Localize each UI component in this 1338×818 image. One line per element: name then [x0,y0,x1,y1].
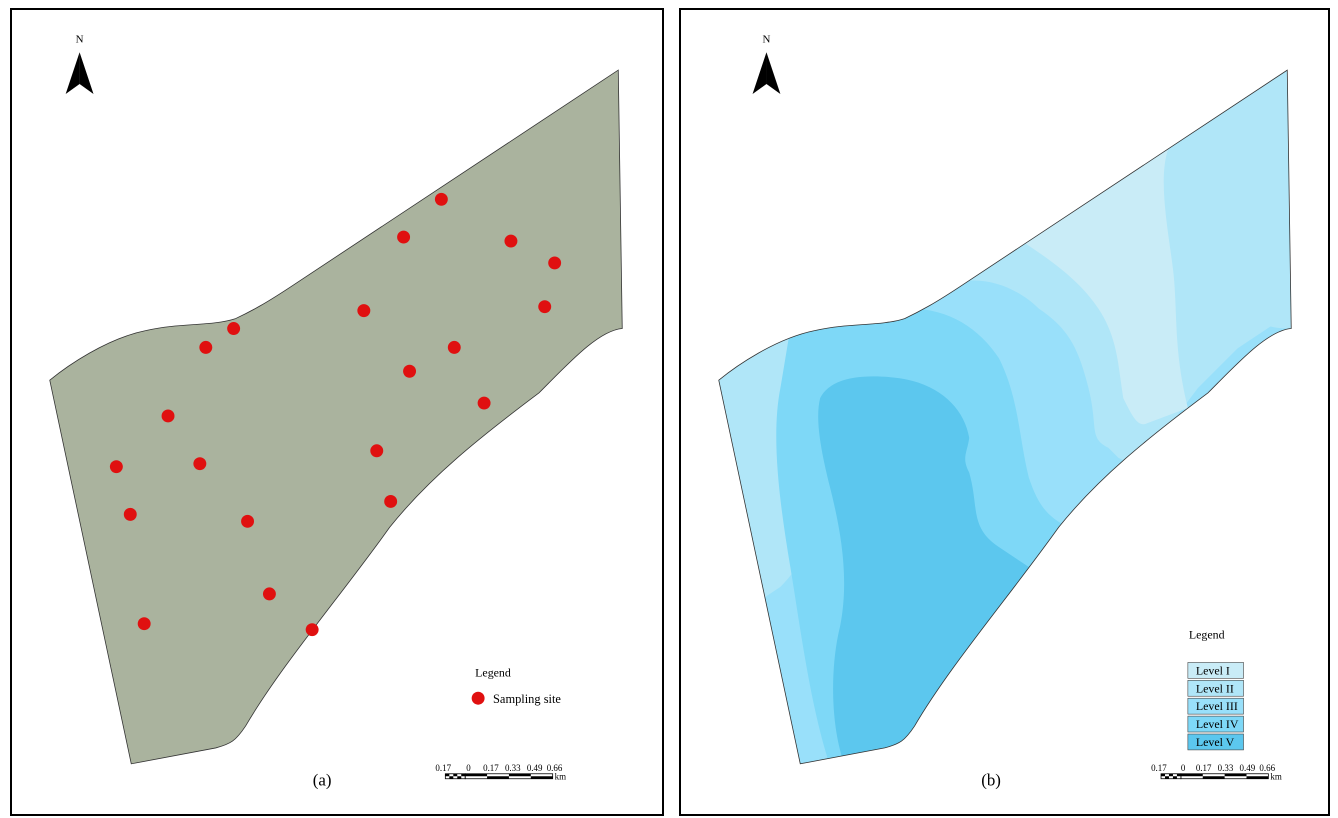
scale-tick-label: 0.66 [547,763,563,773]
legend-label-level-iii: Level III [1196,699,1238,713]
study-area [49,69,623,765]
sampling-site-marker[interactable] [384,494,398,508]
sampling-site-marker[interactable] [403,364,417,378]
legend-swatch-level-iv [1187,715,1244,733]
north-label: N [76,33,84,45]
sampling-site-marker[interactable] [370,444,384,458]
sampling-site-marker[interactable] [305,623,319,637]
north-arrow-icon [65,52,80,94]
scale-tick-label: 0 [466,763,471,773]
scale-tick-label: 0.49 [1240,763,1256,773]
sampling-site-marker[interactable] [109,460,123,474]
scale-tick-label: 0 [1181,763,1186,773]
sampling-site-marker[interactable] [447,340,461,354]
legend-title: Legend [1189,628,1225,642]
legend-label-level-v: Level V [1196,735,1235,749]
sampling-site-marker[interactable] [193,457,207,471]
zone-level-ii [1207,70,1292,329]
sampling-site-marker[interactable] [161,409,175,423]
sampling-site-marker[interactable] [137,617,151,631]
scale-tick-label: 0.66 [1259,763,1275,773]
scale-tick-label: 0.17 [1196,763,1212,773]
scale-bar: 0.17 0 0.17 0.33 0.49 0.66 km [435,763,566,782]
sampling-site-marker[interactable] [504,234,518,248]
sampling-site-marker[interactable] [227,322,241,335]
scale-tick-label: 0.33 [1218,763,1234,773]
legend-swatch-level-iii [1187,697,1244,715]
scale-tick-label: 0.17 [483,763,499,773]
sampling-site-marker[interactable] [397,230,411,244]
sampling-site-marker[interactable] [538,300,552,314]
panel-a-sampling-map: N Lege [10,8,664,816]
legend-sampling-site-icon [471,691,485,705]
legend-swatch-level-v [1187,733,1244,751]
legend-label-level-iv: Level IV [1196,717,1239,731]
zone-level-v [818,376,1029,764]
legend-item-label: Sampling site [493,692,561,706]
level-legend: Level I Level II Level III Level IV Leve… [1187,662,1244,751]
sampling-site-marker[interactable] [477,396,491,410]
scale-unit: km [555,772,566,782]
scale-bar: 0.17 0 0.17 0.33 0.49 0.66 km [1151,763,1282,782]
north-arrow-icon-right [766,52,781,94]
north-arrow-icon-right [79,52,94,94]
sampling-site-marker[interactable] [241,514,255,528]
panel-b-level-map: N Legend Level I Level II [679,8,1330,816]
sampling-site-marker[interactable] [434,192,448,206]
sampling-site-marker[interactable] [262,587,276,601]
legend-label-level-ii: Level II [1196,681,1234,695]
north-arrow-icon [752,52,767,94]
sampling-site-marker[interactable] [548,256,562,270]
legend-title: Legend [475,665,511,679]
sampling-site-marker[interactable] [199,340,213,354]
sampling-site-marker[interactable] [123,507,137,521]
scale-tick-label: 0.49 [527,763,543,773]
north-label: N [763,33,771,45]
legend-swatch-level-i [1187,662,1244,679]
caption-b: (b) [981,771,1001,790]
sampling-sites [109,192,562,637]
sampling-site-marker[interactable] [357,304,371,318]
legend-label-level-i: Level I [1196,663,1230,677]
caption-a: (a) [313,771,332,790]
scale-tick-label: 0.33 [505,763,521,773]
scale-unit: km [1270,772,1281,782]
legend-swatch-level-ii [1187,680,1244,697]
level-map-svg: N Legend Level I Level II [718,33,1292,790]
study-area-outline [718,69,1292,765]
scale-tick-label: 0.17 [1151,763,1167,773]
sampling-map-svg: N Lege [49,33,623,790]
scale-tick-label: 0.17 [435,763,451,773]
